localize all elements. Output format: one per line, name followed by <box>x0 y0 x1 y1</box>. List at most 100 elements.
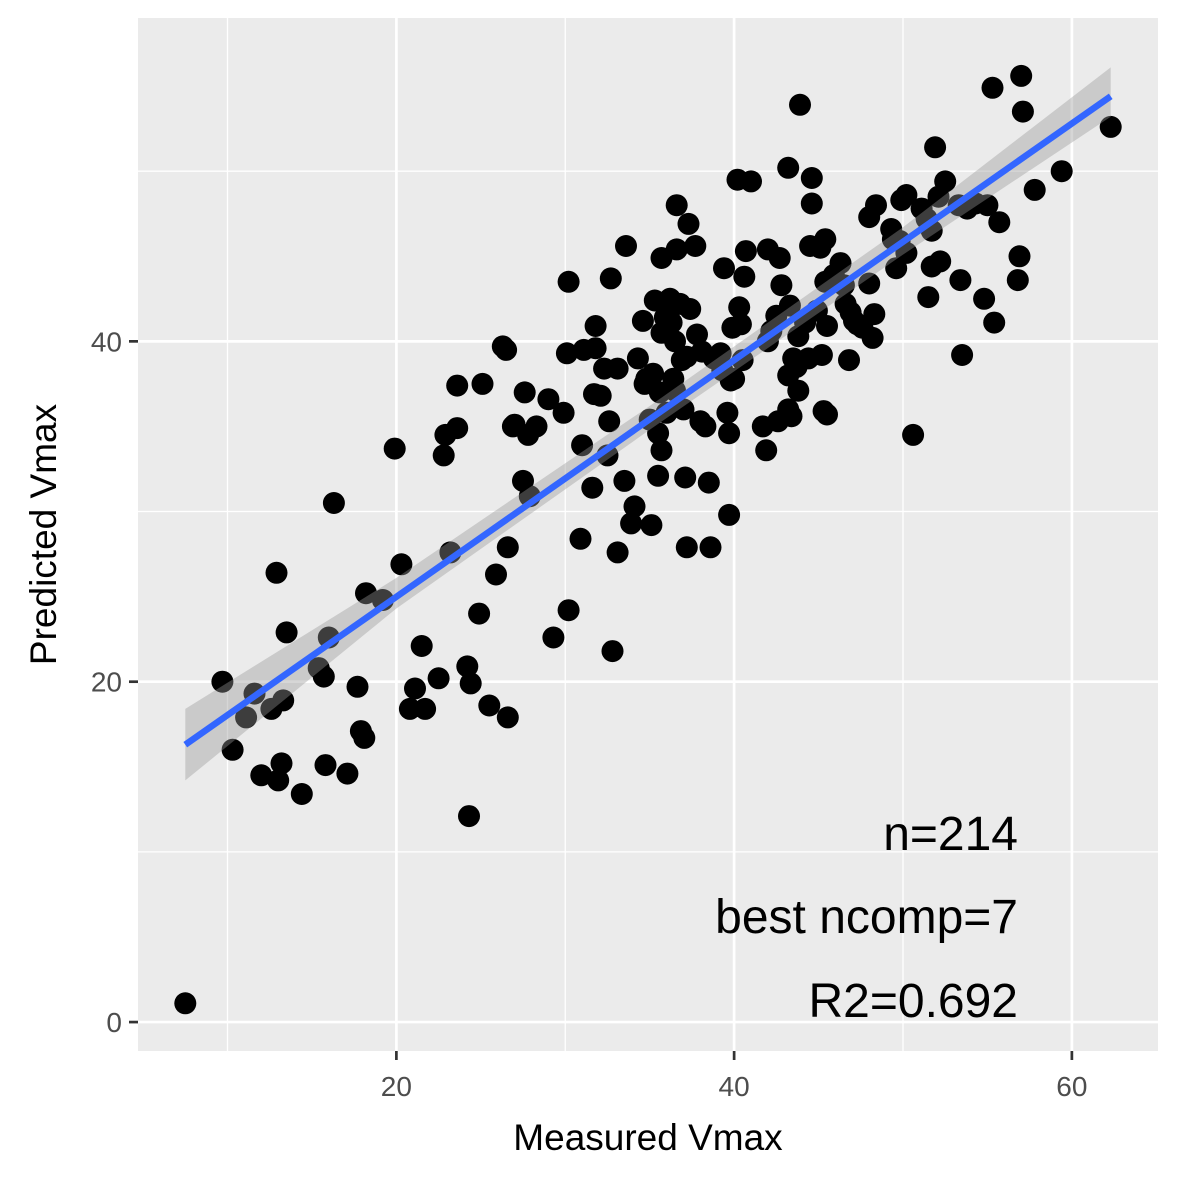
data-point <box>895 241 918 264</box>
data-point <box>322 492 345 514</box>
data-point <box>584 315 607 337</box>
data-point <box>691 340 713 363</box>
data-point <box>787 379 810 402</box>
data-point <box>1099 115 1122 138</box>
data-point <box>988 211 1011 234</box>
data-point <box>336 762 359 785</box>
data-point <box>390 553 413 576</box>
data-point <box>383 437 406 460</box>
data-point <box>414 697 437 720</box>
data-point <box>816 403 838 426</box>
data-point <box>780 405 803 428</box>
data-point <box>694 415 717 438</box>
data-point <box>777 156 800 179</box>
data-point <box>642 362 665 385</box>
data-point <box>626 347 649 370</box>
data-point <box>675 536 698 559</box>
data-point <box>571 434 594 457</box>
data-point <box>800 192 823 215</box>
data-point <box>606 357 629 380</box>
data-point <box>599 267 622 290</box>
annotation-r2: R2=0.692 <box>808 975 1018 1028</box>
data-point <box>665 194 688 217</box>
data-point <box>755 439 778 462</box>
data-point <box>734 240 757 263</box>
data-point <box>924 136 947 159</box>
y-tick-label: 20 <box>91 667 122 698</box>
data-point <box>525 415 548 438</box>
data-point <box>1010 64 1033 87</box>
data-point <box>496 536 519 559</box>
data-point <box>496 706 519 729</box>
data-point <box>640 514 663 537</box>
data-point <box>459 672 482 695</box>
data-point <box>679 298 702 320</box>
data-point <box>718 422 741 445</box>
data-point <box>468 602 491 625</box>
data-point <box>684 235 707 257</box>
data-point <box>858 206 881 229</box>
y-axis-ticks: 0 20 40 <box>91 326 138 1038</box>
data-point <box>513 381 536 404</box>
data-point <box>537 388 560 411</box>
data-point <box>432 444 455 467</box>
fit-line <box>183 93 1113 748</box>
data-point <box>495 338 518 361</box>
data-point <box>584 337 607 360</box>
data-point <box>485 563 507 586</box>
data-point <box>211 670 234 693</box>
data-point <box>270 752 293 775</box>
data-point <box>1011 100 1034 123</box>
data-point <box>456 655 479 678</box>
data-point <box>623 495 646 518</box>
data-point <box>863 303 886 326</box>
data-point <box>601 640 624 663</box>
data-point <box>427 667 450 690</box>
data-point <box>353 726 376 749</box>
data-point <box>665 238 688 261</box>
data-point <box>718 503 741 526</box>
data-point <box>976 194 999 217</box>
x-axis-ticks: 20 40 60 <box>381 1051 1087 1102</box>
data-point <box>829 252 852 275</box>
data-point <box>660 311 683 334</box>
data-point <box>613 469 636 492</box>
data-point <box>471 372 494 395</box>
data-point <box>789 93 811 116</box>
data-point <box>713 257 735 280</box>
data-point <box>542 626 565 649</box>
data-point <box>581 476 604 499</box>
data-point <box>557 270 580 293</box>
data-point <box>778 294 801 317</box>
data-point <box>355 582 377 605</box>
x-axis-title: Measured Vmax <box>513 1117 783 1158</box>
data-point <box>265 561 288 584</box>
data-point <box>895 184 918 206</box>
data-point <box>728 296 751 319</box>
data-point <box>1006 269 1029 292</box>
data-point <box>398 697 421 720</box>
y-tick-label: 40 <box>91 326 122 357</box>
data-point <box>951 344 974 366</box>
data-point <box>314 754 337 777</box>
data-point <box>458 805 480 828</box>
data-point <box>929 250 952 273</box>
data-point <box>917 286 940 309</box>
data-point <box>478 694 501 717</box>
data-point <box>983 311 1006 334</box>
data-point <box>816 315 838 337</box>
data-point <box>768 247 791 269</box>
data-point <box>949 269 972 292</box>
y-tick-label: 0 <box>106 1007 122 1038</box>
data-point <box>1023 178 1046 201</box>
data-point <box>272 689 295 712</box>
data-point <box>606 541 629 564</box>
x-tick-label: 40 <box>719 1071 750 1102</box>
annotation-n: n=214 <box>883 808 1018 861</box>
data-point <box>770 274 793 297</box>
data-point <box>250 764 273 787</box>
data-point <box>235 706 258 729</box>
y-axis-title: Predicted Vmax <box>23 403 64 665</box>
data-point <box>1050 160 1073 183</box>
